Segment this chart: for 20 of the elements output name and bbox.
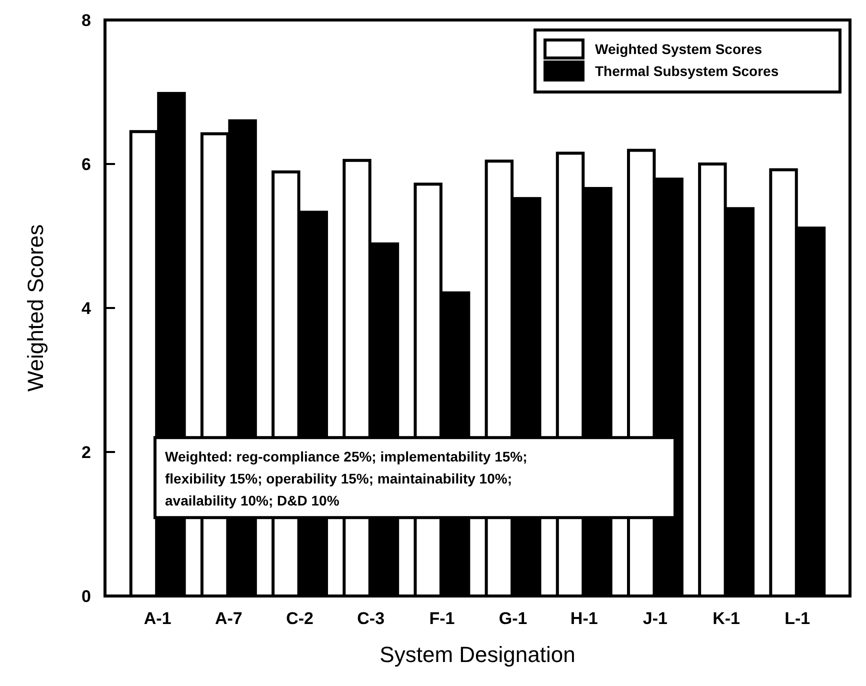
x-tick-label: C-3: [357, 609, 385, 628]
legend-label: Thermal Subsystem Scores: [595, 63, 779, 79]
y-tick-label: 6: [82, 154, 91, 174]
y-tick-label: 8: [82, 10, 91, 30]
x-tick-label: G-1: [498, 609, 528, 628]
x-tick-label: A-1: [144, 609, 172, 628]
y-tick-label: 0: [82, 586, 91, 606]
x-tick-label: F-1: [429, 609, 455, 628]
x-tick-label: J-1: [642, 609, 668, 628]
x-tick-label: H-1: [570, 609, 598, 628]
y-tick-label: 4: [82, 298, 92, 318]
x-axis-title: System Designation: [380, 642, 576, 667]
x-tick-label: A-7: [214, 609, 242, 628]
x-tick-label: L-1: [784, 609, 810, 628]
legend-label: Weighted System Scores: [595, 41, 762, 57]
y-tick-label: 2: [82, 442, 91, 462]
annotation: Weighted: reg-compliance 25%; implementability 15%; flexibility 15%; operability 15%; maintainability 10%; availability 10%; D&D 10%: [165, 448, 528, 509]
x-tick-label: C-2: [286, 609, 314, 628]
y-axis-title: Weighted Scores: [23, 224, 48, 392]
x-tick-label: K-1: [712, 609, 740, 628]
